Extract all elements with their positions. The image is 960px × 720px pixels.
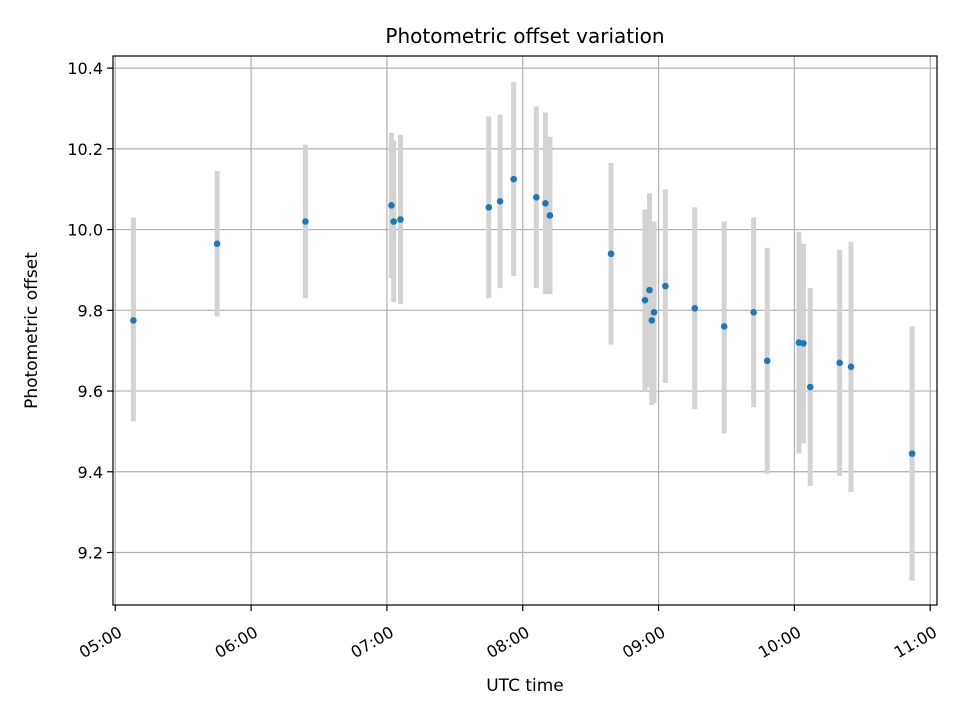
data-point <box>496 198 504 205</box>
y-tick-label: 9.6 <box>78 382 103 401</box>
data-point <box>800 340 807 347</box>
y-tick-label: 10.2 <box>67 140 103 159</box>
x-tick-label: 09:00 <box>619 622 668 662</box>
x-tick-label: 05:00 <box>76 622 125 662</box>
data-point <box>763 357 771 365</box>
data-point <box>648 317 656 324</box>
data-point <box>130 317 137 324</box>
data-point <box>847 363 855 371</box>
x-tick-label: 11:00 <box>891 622 940 662</box>
data-points <box>130 175 916 457</box>
x-tick-label: 10:00 <box>755 622 804 662</box>
y-tick-label: 9.4 <box>78 463 103 482</box>
grid-lines <box>113 56 937 605</box>
data-point <box>908 450 916 457</box>
data-point <box>691 304 699 312</box>
y-tick-label: 10.4 <box>67 59 103 78</box>
data-point <box>750 309 757 316</box>
data-point <box>546 212 554 219</box>
x-tick-label: 08:00 <box>483 622 532 662</box>
y-tick-label: 9.2 <box>78 544 103 563</box>
x-axis-label: UTC time <box>486 676 564 696</box>
data-point <box>485 204 493 211</box>
y-tick-label: 10.0 <box>67 221 103 240</box>
data-point <box>641 296 649 304</box>
chart-title: Photometric offset variation <box>385 24 664 48</box>
data-point <box>510 175 517 183</box>
data-point <box>388 202 395 209</box>
y-tick-label: 9.8 <box>78 301 103 320</box>
data-point <box>720 323 728 330</box>
data-point <box>646 286 653 294</box>
data-point <box>397 216 404 223</box>
data-point <box>390 218 398 225</box>
data-point <box>542 200 549 207</box>
x-tick-label: 06:00 <box>212 622 261 662</box>
data-point <box>213 240 221 248</box>
y-axis-label: Photometric offset <box>22 252 42 409</box>
data-point <box>836 359 843 367</box>
data-point <box>650 309 658 316</box>
data-point <box>302 218 309 225</box>
data-point <box>806 383 814 391</box>
x-tick-label: 07:00 <box>347 622 396 662</box>
data-point <box>607 250 615 258</box>
data-point <box>662 282 669 290</box>
data-point <box>533 193 540 201</box>
axes-frame <box>112 55 938 606</box>
